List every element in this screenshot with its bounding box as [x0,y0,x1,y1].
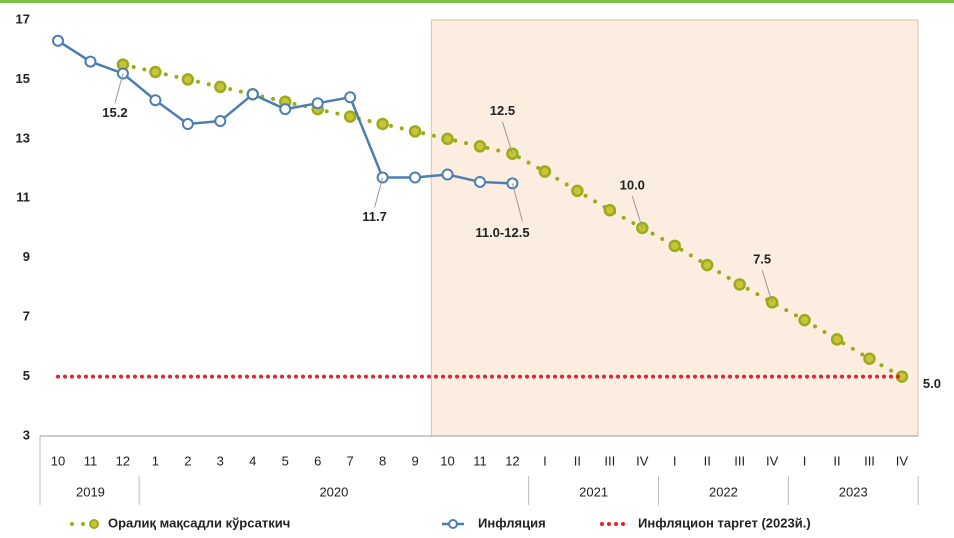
x-tick-label: 2 [184,453,191,468]
x-tick-label: 11 [473,453,487,468]
top-border [0,0,954,3]
x-tick-label: II [833,453,840,468]
legend-label: Инфляция [478,515,546,530]
x-tick-label: 4 [249,453,256,468]
leader-line [374,177,384,208]
leader-line [761,270,773,303]
marker [441,132,454,146]
x-tick-label: 7 [347,453,354,468]
x-tick-label: II [704,453,711,468]
marker [830,333,844,346]
leader-line [501,121,513,154]
y-tick-label: 13 [16,130,30,145]
y-tick-label: 17 [16,11,30,26]
x-tick-label: IV [766,453,779,468]
marker [863,352,876,365]
annotation: 11.0-12.5 [475,225,529,240]
marker [473,175,486,188]
marker [181,118,194,130]
x-tick-label: I [803,453,807,468]
marker [733,278,746,291]
data-label: 7.5 [753,252,771,267]
year-label: 2021 [579,484,608,499]
data-label: 5.0 [923,376,941,391]
marker [84,55,97,68]
marker [408,125,422,138]
forecast-region [430,19,919,437]
x-tick-label: II [574,453,581,468]
marker [149,94,162,107]
x-tick-label: 9 [411,453,418,468]
marker [441,168,454,181]
x-tick-label: 1 [152,453,159,468]
x-tick-label: IV [896,453,909,468]
year-label: 2019 [76,484,105,499]
marker [668,239,681,253]
x-tick-label: IV [636,453,649,468]
marker [149,65,162,79]
x-tick-label: 12 [505,453,519,468]
x-tick-label: I [543,453,547,468]
marker [409,171,422,184]
marker [343,110,357,123]
marker [52,34,64,47]
marker [798,313,811,327]
y-tick-label: 15 [16,71,30,86]
marker [700,258,714,272]
legend-label: Оралиқ мақсадли кўрсаткич [108,515,290,530]
legend-marker [89,519,99,529]
year-label: 2023 [839,484,868,499]
x-tick-label: 12 [116,453,130,468]
year-label: 2020 [319,484,348,499]
y-tick-label: 11 [16,190,30,205]
y-tick-label: 9 [23,249,30,264]
leader-line [114,73,124,104]
marker [538,165,552,178]
x-tick-label: 11 [84,453,98,468]
x-tick-label: 10 [51,453,65,468]
marker [279,103,292,116]
marker [311,97,324,110]
marker [214,80,227,94]
y-tick-label: 7 [23,309,30,324]
marker [214,115,227,128]
x-tick-label: I [673,453,677,468]
marker [344,91,357,104]
y-tick-label: 3 [23,427,30,442]
legend-marker [448,519,458,529]
leader-line [631,195,643,229]
x-tick-label: 6 [314,453,321,468]
x-tick-label: III [864,453,875,468]
marker [473,140,487,153]
data-label: 10.0 [620,177,645,192]
x-tick-label: 5 [282,453,289,468]
data-label: 12.5 [490,103,515,118]
x-tick-label: 10 [440,453,454,468]
marker [603,203,617,217]
marker [571,184,584,198]
leader-line [511,183,523,222]
y-tick-label: 5 [23,368,30,383]
marker [246,88,259,101]
x-tick-label: III [604,453,615,468]
x-tick-label: III [734,453,745,468]
year-label: 2022 [709,484,738,499]
data-label: 11.7 [362,209,387,224]
x-tick-label: 8 [379,453,386,468]
marker [376,117,389,131]
legend-label: Инфляцион таргет (2023й.) [638,515,811,530]
marker [181,73,195,86]
x-tick-label: 3 [217,453,224,468]
data-label: 15.2 [102,105,127,120]
